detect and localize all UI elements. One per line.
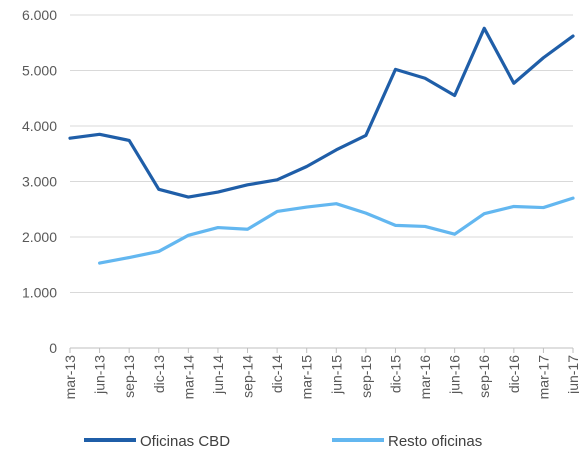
x-tick-label: jun-13: [92, 355, 108, 395]
x-tick-label: mar-15: [299, 355, 315, 400]
x-tick-label: sep-14: [240, 355, 256, 398]
series-lines: [68, 26, 575, 265]
x-tick-label: sep-13: [121, 355, 137, 398]
y-tick-label: 4.000: [22, 118, 57, 134]
x-axis-ticks: mar-13 jun-13 sep-13 dic-13 mar-14 jun-14 sep-…: [62, 348, 579, 399]
legend-item-oficinas-cbd: Oficinas CBD: [84, 433, 230, 450]
x-tick-label: dic-15: [387, 355, 403, 393]
y-tick-label: 0: [49, 340, 57, 356]
x-tick-label: mar-14: [180, 355, 196, 400]
x-tick-label: dic-14: [269, 355, 285, 393]
x-tick-label: sep-16: [476, 355, 492, 398]
series-line-resto-oficinas: [97, 196, 575, 265]
legend-label-resto-oficinas: Resto oficinas: [388, 433, 482, 450]
x-tick-label: mar-13: [62, 355, 78, 400]
y-tick-label: 1.000: [22, 285, 57, 301]
x-tick-label: dic-13: [151, 355, 167, 393]
x-tick-label: sep-15: [358, 355, 374, 398]
legend-item-resto-oficinas: Resto oficinas: [332, 433, 482, 450]
gridlines: [70, 14, 573, 293]
series-line-oficinas-cbd: [68, 26, 575, 199]
x-tick-label: jun-15: [328, 355, 344, 395]
y-tick-label: 6.000: [22, 7, 57, 23]
x-tick-label: dic-16: [506, 355, 522, 393]
y-tick-label: 2.000: [22, 229, 57, 245]
legend: Oficinas CBD Resto oficinas: [84, 433, 482, 450]
x-tick-label: mar-16: [417, 355, 433, 400]
x-tick-label: jun-16: [447, 355, 463, 395]
x-tick-label: mar-17: [535, 355, 551, 400]
x-tick-label: jun-14: [210, 355, 226, 395]
x-tick-label: jun-17: [565, 355, 579, 395]
y-tick-label: 5.000: [22, 63, 57, 79]
y-axis-ticks: 0 1.000 2.000 3.000 4.000 5.000 6.000: [22, 7, 57, 356]
y-tick-label: 3.000: [22, 174, 57, 190]
legend-label-oficinas-cbd: Oficinas CBD: [140, 433, 230, 450]
